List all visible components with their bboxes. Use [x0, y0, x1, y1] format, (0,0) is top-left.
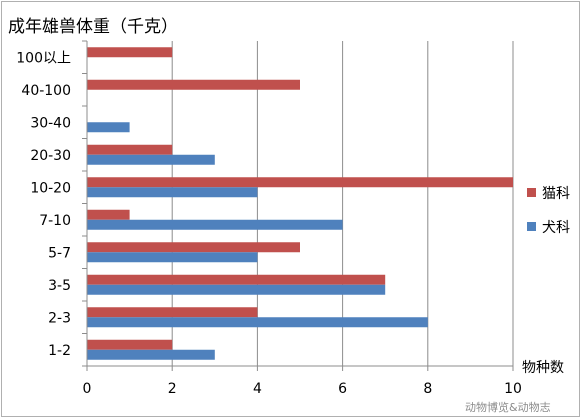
bar-felidae-6 [87, 144, 173, 155]
bar-canidae-6 [87, 154, 215, 165]
x-tick-label: 6 [338, 381, 347, 397]
legend-label: 猫科 [542, 186, 570, 202]
y-tick-label: 30-40 [30, 115, 71, 131]
x-tick-label: 4 [253, 381, 262, 397]
bar-canidae-7 [87, 122, 130, 133]
bar-canidae-0 [87, 349, 215, 360]
bar-canidae-5 [87, 187, 258, 198]
y-tick-labels: 1-2 2-3 3-5 5-7 7-10 10-20 20-30 30-40 40-100 100… [16, 50, 71, 359]
bar-canidae-4 [87, 219, 343, 230]
bar-felidae-9 [87, 47, 173, 58]
x-tick-labels: 0 2 4 6 8 10 [83, 381, 522, 397]
bars [87, 47, 513, 360]
bar-felidae-4 [87, 209, 130, 220]
x-tick-label: 8 [423, 381, 432, 397]
y-tick-label: 1-2 [48, 343, 71, 359]
bar-felidae-2 [87, 274, 386, 285]
axes [82, 40, 514, 371]
y-tick-label: 3-5 [48, 278, 71, 294]
bar-canidae-3 [87, 252, 258, 263]
bar-felidae-3 [87, 242, 300, 253]
y-tick-label: 100以上 [16, 50, 71, 66]
bar-felidae-5 [87, 177, 513, 188]
x-tick-label: 0 [83, 381, 92, 397]
y-tick-label: 40-100 [21, 83, 71, 99]
x-axis-label: 物种数 [522, 360, 564, 376]
bar-felidae-0 [87, 339, 173, 350]
x-tick-label: 2 [168, 381, 177, 397]
chart-title: 成年雄兽体重（千克） [8, 17, 178, 37]
bar-canidae-2 [87, 284, 386, 295]
bar-felidae-8 [87, 79, 300, 90]
x-tick-label: 10 [504, 381, 522, 397]
bar-canidae-1 [87, 317, 428, 328]
legend-label: 犬科 [542, 220, 570, 236]
watermark: 动物博览&动物志 [465, 400, 551, 414]
y-tick-label: 20-30 [30, 148, 71, 164]
y-tick-label: 5-7 [48, 245, 71, 261]
y-tick-label: 7-10 [39, 213, 71, 229]
legend-swatch [527, 188, 536, 197]
y-tick-label: 2-3 [48, 310, 71, 326]
legend-swatch [527, 222, 536, 231]
bar-felidae-1 [87, 307, 258, 318]
y-tick-label: 10-20 [30, 180, 71, 196]
